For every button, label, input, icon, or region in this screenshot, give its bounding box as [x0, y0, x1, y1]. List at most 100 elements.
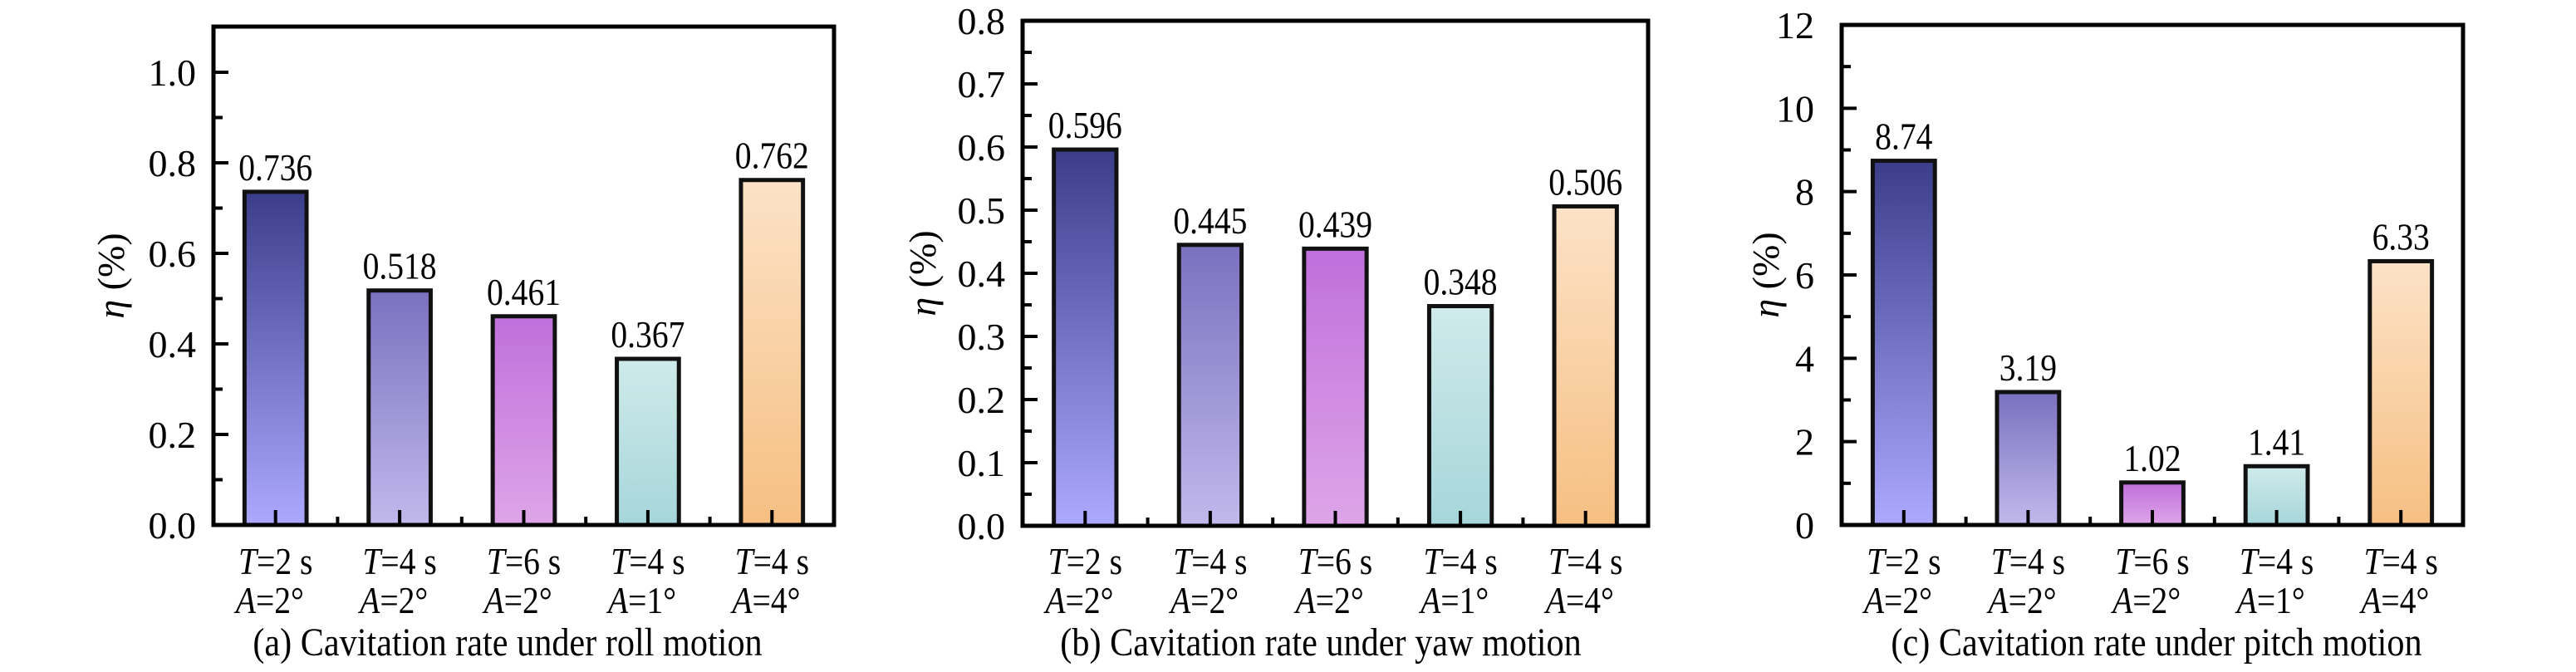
y-tick-label: 0: [1795, 504, 1814, 547]
data-label: 0.367: [611, 314, 684, 356]
svg-text:A=4°: A=4°: [1543, 580, 1614, 621]
x-tick-label: T=4 sA=4°: [2359, 541, 2438, 621]
x-tick-label: T=4 sA=2°: [1168, 541, 1247, 621]
data-label: 0.762: [735, 135, 809, 177]
bar-4: [615, 356, 681, 527]
y-tick-label: 6: [1795, 254, 1814, 297]
x-tick-label: T=2 sA=2°: [233, 541, 312, 621]
panel-caption: (b) Cavitation rate under yaw motion: [1060, 620, 1581, 665]
bar-1: [242, 189, 309, 527]
svg-text:A=2°: A=2°: [233, 580, 304, 621]
y-tick-label: 0.4: [149, 323, 197, 365]
svg-text:A=2°: A=2°: [482, 580, 552, 621]
y-tick-label: 0.8: [149, 142, 197, 184]
x-tick-label: T=2 sA=2°: [1862, 541, 1941, 621]
svg-text:T=4 s: T=4 s: [1991, 541, 2065, 582]
svg-text:T=4 s: T=4 s: [735, 541, 809, 582]
data-label: 0.596: [1048, 105, 1122, 146]
y-tick-label: 10: [1776, 87, 1814, 130]
svg-text:A=2°: A=2°: [1043, 580, 1114, 621]
svg-text:A=2°: A=2°: [2110, 580, 2181, 621]
y-tick-label: 0.7: [958, 63, 1006, 105]
svg-text:T=2 s: T=2 s: [1867, 541, 1941, 582]
x-tick-label: T=4 sA=1°: [606, 541, 684, 621]
x-tick-label: T=2 sA=2°: [1043, 541, 1122, 621]
y-axis-title: η (%): [901, 230, 944, 316]
data-label: 0.445: [1173, 200, 1247, 242]
y-axis-title: η (%): [1744, 232, 1787, 317]
panel-caption: (c) Cavitation rate under pitch motion: [1891, 620, 2421, 665]
x-tick-label: T=4 sA=4°: [1543, 541, 1622, 621]
data-label: 1.41: [2248, 422, 2305, 464]
svg-text:A=2°: A=2°: [1293, 580, 1364, 621]
x-tick-label: T=6 sA=2°: [1293, 541, 1372, 621]
y-tick-label: 4: [1795, 337, 1814, 380]
x-tick-label: T=4 sA=1°: [2235, 541, 2313, 621]
data-label: 0.506: [1548, 162, 1622, 204]
y-tick-label: 0.6: [958, 126, 1006, 169]
y-tick-label: 0.0: [149, 504, 197, 547]
data-label: 6.33: [2372, 217, 2430, 258]
svg-text:A=2°: A=2°: [1862, 580, 1932, 621]
data-label: 1.02: [2123, 438, 2181, 479]
svg-text:A=2°: A=2°: [1168, 580, 1239, 621]
y-tick-label: 0.6: [149, 233, 197, 275]
y-tick-label: 0.4: [958, 253, 1006, 295]
y-tick-label: 1.0: [149, 52, 197, 94]
data-label: 8.74: [1875, 116, 1932, 158]
bar-5: [1552, 204, 1619, 528]
data-label: 3.19: [1999, 347, 2057, 389]
bar-5: [738, 178, 806, 527]
y-tick-label: 0.8: [958, 0, 1006, 42]
svg-text:A=2°: A=2°: [357, 580, 428, 621]
data-label: 0.518: [363, 246, 437, 287]
svg-text:T=2 s: T=2 s: [238, 541, 312, 582]
chart-yaw-motion: 0.596 0.445 0.439 0.348 0.506 0.0 0.1 0.2 0.3 0.4…: [901, 0, 1651, 665]
svg-text:T=6 s: T=6 s: [2115, 541, 2189, 582]
svg-text:T=4 s: T=4 s: [362, 541, 436, 582]
x-tick-label: T=4 sA=2°: [357, 541, 436, 621]
svg-text:T=4 s: T=4 s: [2364, 541, 2438, 582]
y-tick-label: 0.5: [958, 189, 1006, 232]
bar-2: [1995, 390, 2062, 527]
bar-2: [366, 288, 433, 527]
y-tick-label: 0.1: [958, 442, 1006, 484]
y-tick-label: 0.3: [958, 316, 1006, 358]
svg-text:A=1°: A=1°: [1418, 580, 1489, 621]
panel-caption: (a) Cavitation rate under roll motion: [253, 620, 762, 665]
bar-4: [1426, 304, 1494, 528]
bar-2: [1176, 243, 1244, 528]
bar-3: [490, 314, 557, 527]
bar-1: [1870, 159, 1937, 527]
y-tick-label: 0.0: [958, 505, 1006, 547]
y-axis-title: η (%): [90, 233, 132, 318]
data-label: 0.348: [1424, 262, 1498, 303]
svg-text:T=6 s: T=6 s: [487, 541, 561, 582]
svg-text:T=4 s: T=4 s: [1548, 541, 1622, 582]
bar-1: [1052, 147, 1119, 528]
y-tick-label: 8: [1795, 171, 1814, 213]
svg-text:T=4 s: T=4 s: [1423, 541, 1497, 582]
svg-text:A=1°: A=1°: [2235, 580, 2305, 621]
svg-text:T=4 s: T=4 s: [1173, 541, 1247, 582]
chart-roll-motion: 0.736 0.518 0.461 0.367 0.762 0.0 0.2 0.4 0.6 0.8…: [90, 24, 837, 665]
svg-text:T=4 s: T=4 s: [2240, 541, 2313, 582]
data-label: 0.461: [487, 272, 561, 313]
data-label: 0.736: [238, 147, 312, 189]
x-tick-label: T=4 sA=4°: [730, 541, 809, 621]
y-tick-label: 0.2: [149, 414, 197, 456]
svg-text:A=4°: A=4°: [730, 580, 801, 621]
bar-3: [1302, 246, 1369, 528]
svg-text:A=1°: A=1°: [606, 580, 676, 621]
data-label: 0.439: [1298, 204, 1372, 246]
svg-text:T=2 s: T=2 s: [1048, 541, 1122, 582]
svg-text:A=4°: A=4°: [2359, 580, 2430, 621]
y-tick-label: 12: [1776, 4, 1814, 47]
svg-text:T=4 s: T=4 s: [611, 541, 684, 582]
y-tick-label: 2: [1795, 421, 1814, 464]
x-tick-label: T=6 sA=2°: [482, 541, 561, 621]
x-tick-label: T=6 sA=2°: [2110, 541, 2189, 621]
x-tick-label: T=4 sA=2°: [1986, 541, 2065, 621]
